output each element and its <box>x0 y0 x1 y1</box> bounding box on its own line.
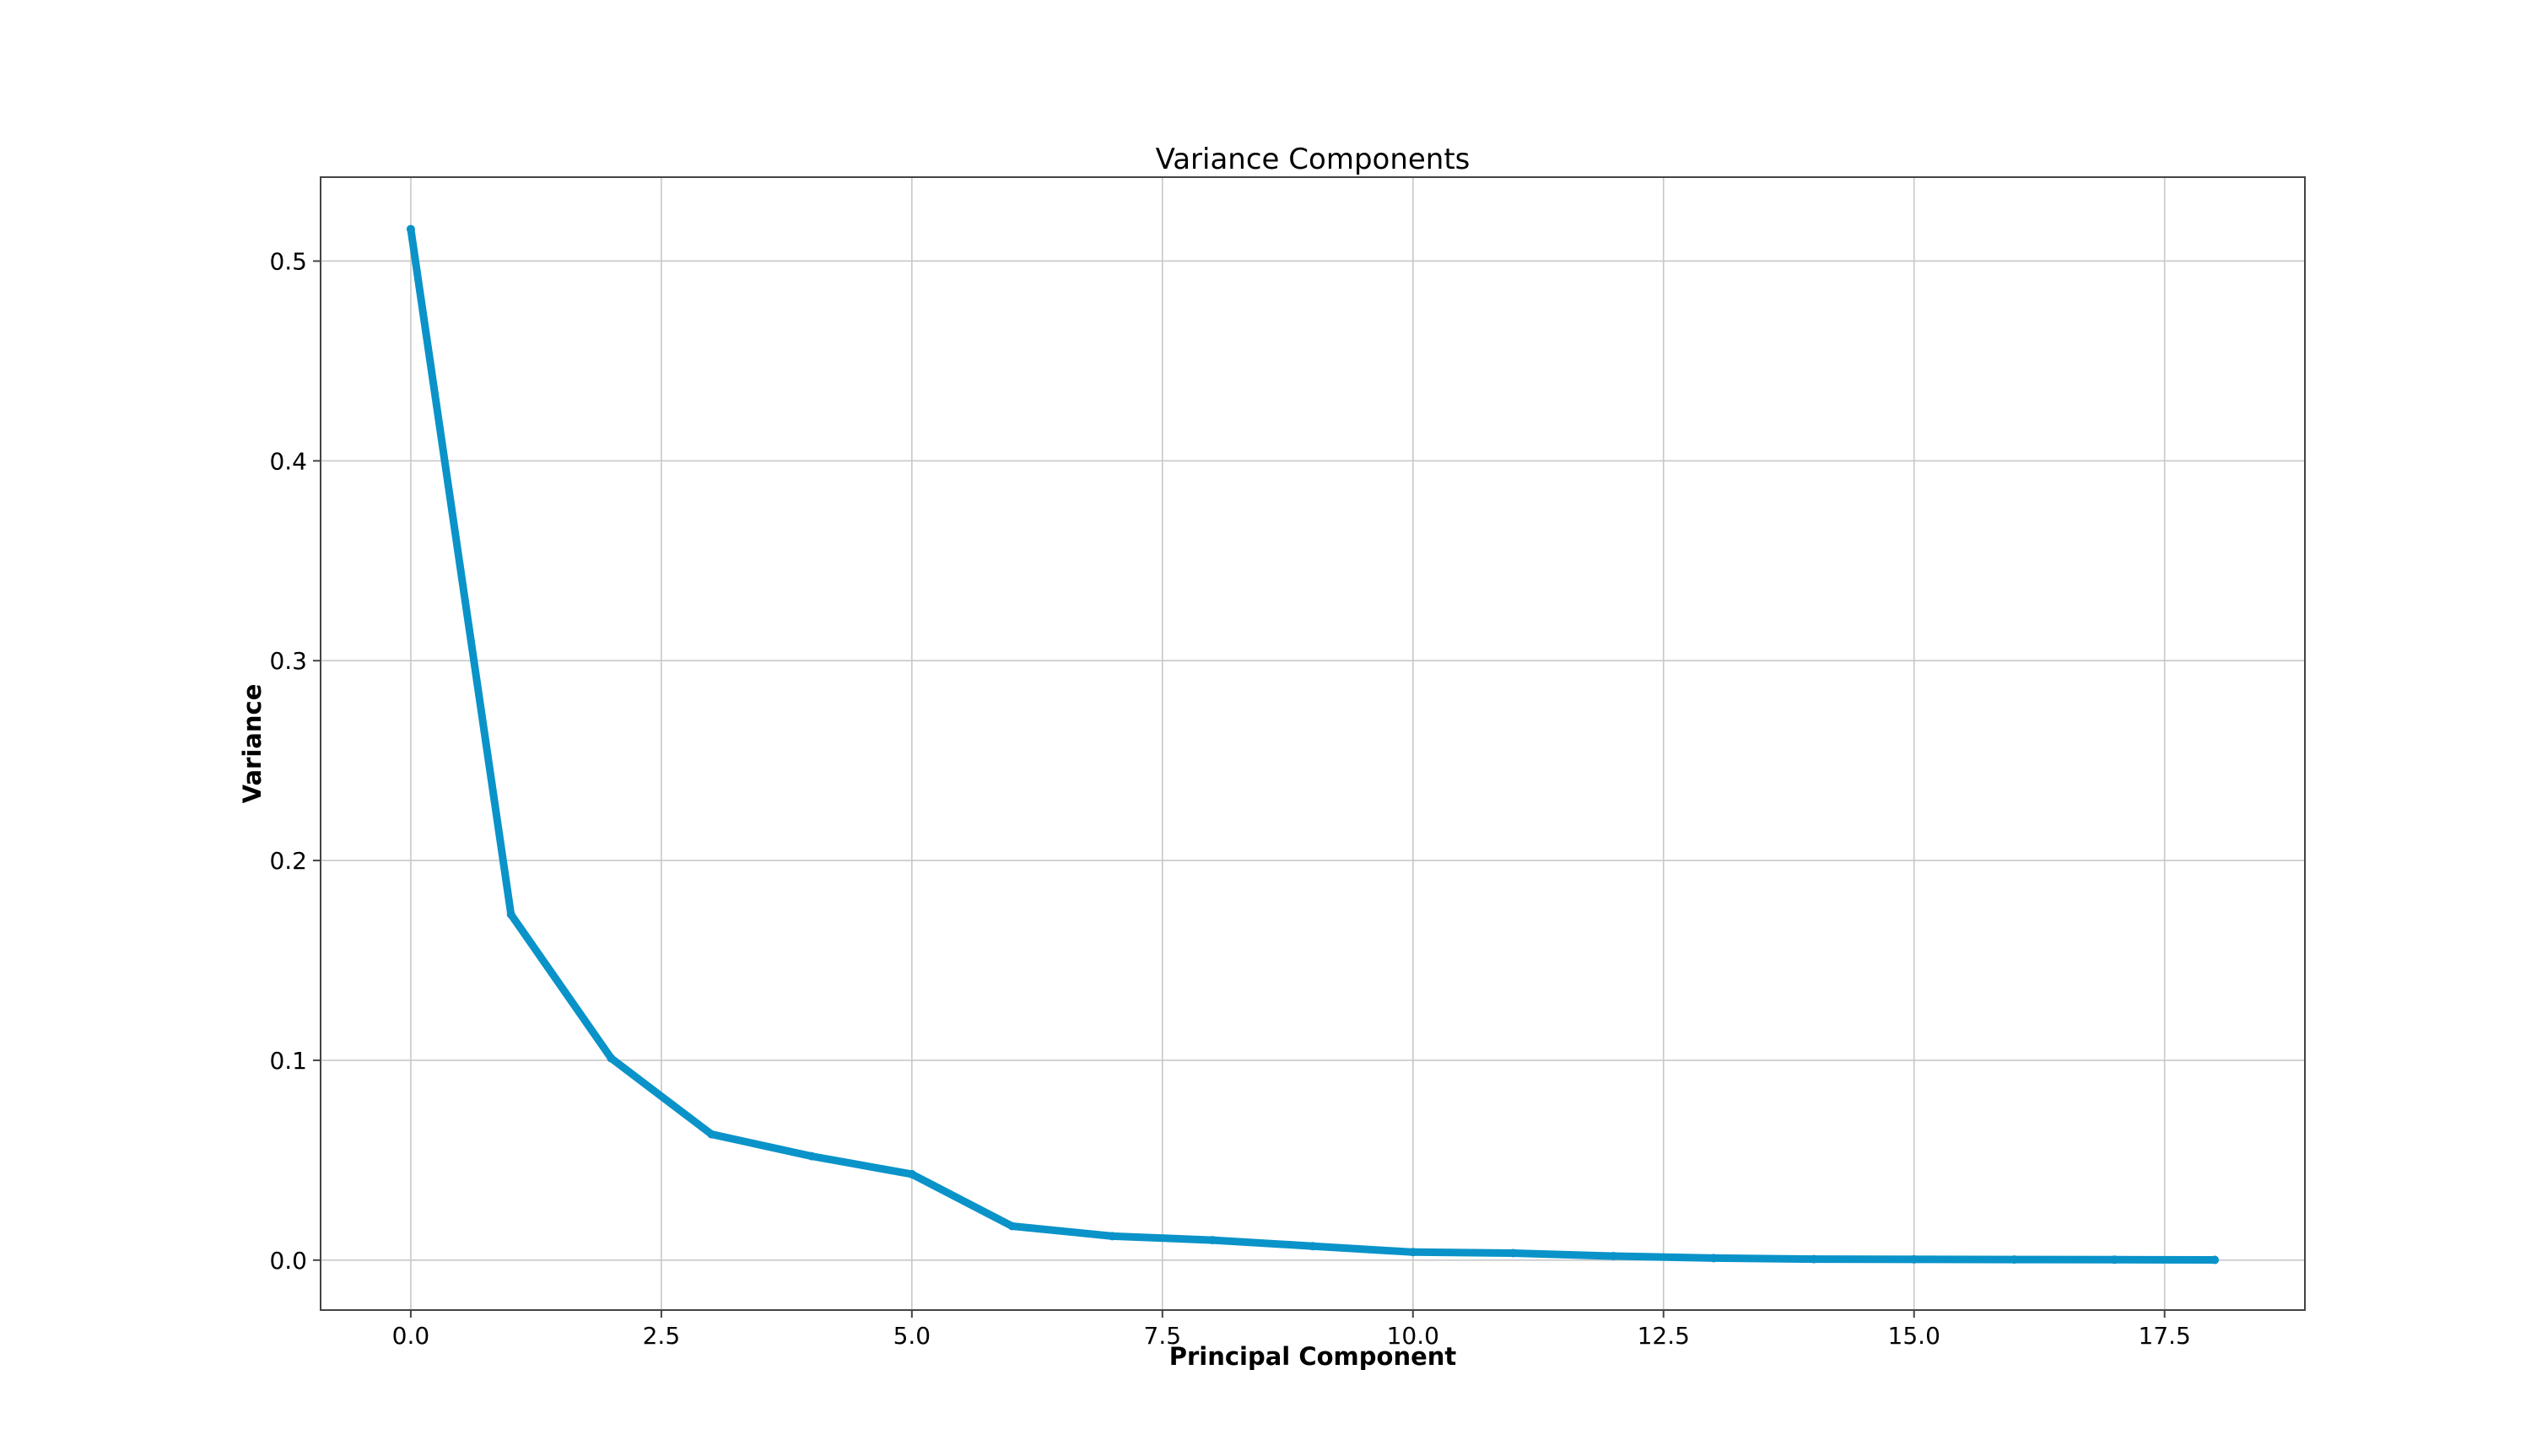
data-point <box>607 1054 616 1063</box>
x-tick-label: 17.5 <box>2139 1322 2191 1350</box>
data-point <box>1007 1221 1017 1231</box>
x-tick-label: 7.5 <box>1144 1322 1182 1350</box>
data-point <box>707 1130 716 1139</box>
x-axis-label: Principal Component <box>1169 1342 1457 1371</box>
data-point <box>1508 1248 1518 1258</box>
y-tick-label: 0.4 <box>269 447 307 475</box>
data-point <box>2110 1255 2119 1265</box>
data-point <box>1909 1254 1918 1264</box>
plot-frame <box>320 176 2306 1311</box>
x-tick-label: 15.0 <box>1888 1322 1940 1350</box>
y-tick-label: 0.5 <box>269 247 307 275</box>
x-tick-label: 10.0 <box>1387 1322 1439 1350</box>
data-point <box>1208 1236 1217 1245</box>
y-tick-label: 0.0 <box>269 1247 307 1275</box>
series-layer <box>406 224 2220 1265</box>
chart-title: Variance Components <box>1156 143 1471 176</box>
data-point <box>1309 1242 1317 1251</box>
data-point <box>1108 1232 1117 1241</box>
data-point <box>1809 1254 1818 1264</box>
tick-labels: 0.0 2.5 5.0 7.5 10.0 12.5 15.0 17.5 0.0 0.1 0.2 0.3… <box>269 247 2190 1350</box>
y-axis-label: Variance <box>238 684 267 804</box>
data-point <box>1709 1254 1719 1263</box>
data-point <box>1408 1248 1417 1257</box>
data-point <box>2210 1255 2220 1265</box>
data-point <box>2010 1255 2019 1265</box>
y-tick-label: 0.2 <box>269 847 307 875</box>
data-point <box>807 1151 817 1161</box>
y-tick-label: 0.1 <box>269 1047 307 1075</box>
x-tick-label: 0.0 <box>392 1322 430 1350</box>
x-tick-label: 2.5 <box>643 1322 681 1350</box>
grid-lines <box>321 177 2305 1310</box>
data-point <box>406 224 415 234</box>
data-point <box>907 1169 916 1178</box>
data-point <box>1609 1252 1618 1261</box>
x-tick-label: 5.0 <box>893 1322 931 1350</box>
y-tick-label: 0.3 <box>269 647 307 675</box>
x-tick-label: 12.5 <box>1638 1322 1690 1350</box>
data-point <box>506 910 515 919</box>
